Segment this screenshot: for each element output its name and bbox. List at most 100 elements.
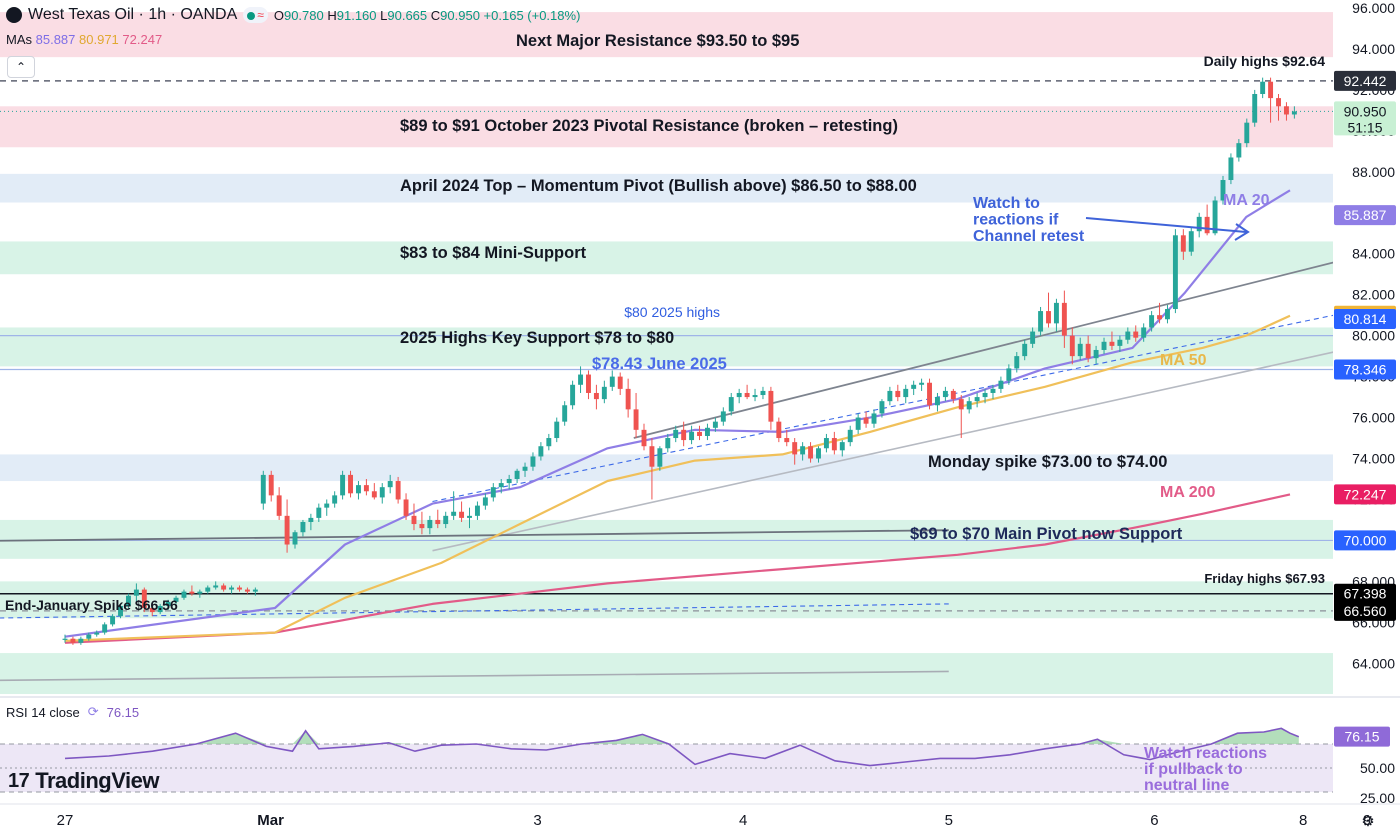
candle-body (728, 397, 734, 412)
candle-body (395, 481, 401, 500)
rsi-tick-label: 25.00 (1360, 790, 1395, 806)
symbol-title[interactable]: West Texas Oil · 1h · OANDA (28, 6, 238, 23)
price-label-ma20 (1334, 205, 1396, 226)
candle-body (482, 497, 488, 506)
candle-body (308, 517, 314, 522)
candle-body (371, 491, 377, 498)
candle-body (649, 446, 655, 467)
candle-body (427, 519, 433, 529)
ma200-line (64, 493, 1291, 644)
candle-body (165, 601, 171, 606)
candle-body (197, 591, 203, 594)
candle-body (213, 585, 219, 588)
rsi-settings-icon[interactable]: ⟳ (87, 704, 99, 719)
price-label-blue (1334, 308, 1396, 329)
candle-body (173, 597, 179, 602)
candle-body (641, 429, 647, 447)
ma-legend-label: MAs (6, 32, 32, 47)
candle-body (205, 587, 211, 592)
candle-body (942, 390, 948, 398)
candle-body (348, 474, 353, 494)
candle-body (379, 487, 385, 498)
candle-body (1283, 106, 1289, 115)
candle-body (1006, 368, 1012, 381)
y-tick-label: 64.000 (1352, 655, 1395, 671)
candle-body (1061, 302, 1067, 336)
y-tick-label: 76.000 (1352, 410, 1395, 426)
candle-body (411, 515, 417, 525)
candle-body (443, 515, 449, 525)
candle-body (506, 478, 512, 484)
zone-resistance-0 (0, 12, 1333, 58)
candle-body (1117, 339, 1123, 346)
zone-pivot-2 (0, 173, 1333, 203)
ma200-value: 72.247 (122, 32, 163, 47)
candle-body (744, 392, 750, 398)
market-status-pill[interactable]: ≈ (243, 7, 268, 23)
x-tick-label: 3 (533, 812, 541, 829)
zone-label-3: $83 to $84 Mini-Support (400, 244, 587, 262)
level-label-80-highs: $80 2025 highs (624, 304, 720, 320)
y-tick-label: 88.000 (1352, 164, 1395, 180)
price-label-text: 66.560 (1344, 603, 1387, 619)
candle-body (633, 409, 639, 430)
rsi-legend[interactable]: RSI 14 close ⟳ 76.15 (6, 704, 139, 720)
candle-body (498, 483, 504, 488)
y-tick-label: 80.000 (1352, 328, 1395, 344)
rsi-label: RSI 14 close (6, 704, 80, 720)
candle-body (292, 532, 298, 545)
x-tick-label: 9 (1363, 812, 1371, 829)
candle-body (784, 438, 790, 443)
candle-body (522, 466, 528, 471)
candle-body (332, 495, 338, 504)
ohlc-low: 90.665 (387, 7, 428, 23)
candle-body (141, 589, 147, 608)
candle-body (1196, 216, 1202, 232)
candle-body (879, 401, 885, 414)
price-label-text: 92.442 (1344, 73, 1387, 89)
zone-label-1: $89 to $91 October 2023 Pivotal Resistan… (400, 117, 898, 135)
zone-label-0: Next Major Resistance $93.50 to $95 (516, 32, 799, 50)
candle-body (125, 595, 131, 606)
candle-body (1165, 309, 1170, 320)
candle-body (601, 386, 607, 400)
trendline-channel-lower (432, 336, 1400, 552)
candle-body (490, 487, 496, 498)
x-tick-label: 27 (57, 812, 74, 829)
ma-legend[interactable]: MAs 85.887 80.971 72.247 (6, 32, 162, 47)
candle-body (1291, 111, 1297, 115)
candle-body (340, 474, 346, 496)
candle-body (935, 397, 940, 406)
candle-body (387, 481, 393, 488)
ohlc-open: 90.780 (283, 7, 324, 23)
zone-label-6: $69 to $70 Main Pivot now Support (910, 525, 1183, 543)
level-label-daily-highs: Daily highs $92.64 (1204, 53, 1326, 69)
ma50-value: 80.971 (79, 32, 119, 47)
candle-body (1252, 94, 1258, 123)
candle-body (1228, 157, 1234, 181)
x-tick-label: 4 (739, 812, 747, 829)
price-label-text: 90.950 (1344, 103, 1387, 119)
price-label-ma200 (1334, 484, 1396, 505)
trendline-base-lower (0, 670, 949, 682)
candle-body (990, 388, 996, 393)
ohlc-readout: O90.780 H91.160 L90.665 C90.950 +0.165 (… (273, 7, 581, 23)
y-tick-label: 74.000 (1352, 451, 1395, 467)
candle-body (451, 511, 457, 516)
ma20-value: 85.887 (35, 32, 76, 47)
y-tick-label: 94.000 (1352, 41, 1395, 57)
candle-body (1157, 315, 1162, 320)
candle-body (1244, 122, 1250, 144)
candle-body (1220, 180, 1226, 201)
candle-body (1180, 235, 1186, 252)
level-label-january-spike: End-January Spike $66.56 (5, 597, 178, 613)
candle-body (244, 589, 250, 592)
collapse-legend-button[interactable]: ⌃ (7, 56, 35, 78)
candle-body (776, 421, 782, 439)
y-tick-label: 96.000 (1352, 0, 1395, 16)
candle-body (1125, 331, 1131, 340)
level-label-friday-highs: Friday highs $67.93 (1204, 571, 1325, 586)
candle-body (625, 388, 631, 410)
candle-body (229, 587, 235, 590)
